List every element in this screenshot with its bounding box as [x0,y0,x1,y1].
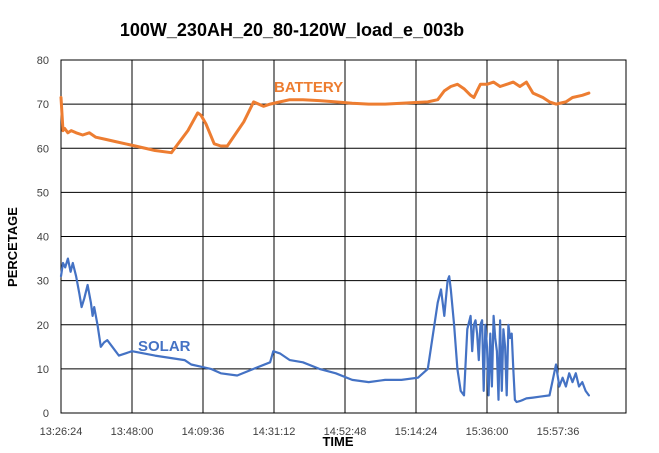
y-tick-label: 40 [37,232,49,244]
series-lines [59,80,591,404]
battery-series-label: BATTERY [274,79,343,96]
x-tick-label: 14:31:12 [253,426,296,438]
solar-series-label: SOLAR [138,338,191,355]
y-tick-labels: 0 10 20 30 40 50 60 70 80 [37,55,49,420]
y-tick-label: 30 [37,276,49,288]
x-tick-label: 15:14:24 [395,426,438,438]
battery-series-line [59,80,591,155]
y-tick-label: 20 [37,320,49,332]
y-tick-label: 60 [37,143,49,155]
y-tick-label: 70 [37,99,49,111]
y-tick-label: 10 [37,364,49,376]
x-tick-label: 15:57:36 [537,426,580,438]
y-tick-label: 0 [43,408,49,420]
x-tick-label: 15:36:00 [466,426,509,438]
chart-title: 100W_230AH_20_80-120W_load_e_003b [120,20,464,40]
y-axis-label: PERCETAGE [5,207,20,287]
solar-series-line [59,257,591,404]
x-tick-label: 14:09:36 [182,426,225,438]
x-tick-label: 14:52:48 [324,426,367,438]
x-tick-label: 13:48:00 [111,426,154,438]
chart-grid [60,59,627,414]
y-tick-label: 80 [37,55,49,67]
x-tick-labels: 13:26:24 13:48:00 14:09:36 14:31:12 14:52:48… [40,426,580,438]
x-tick-label: 13:26:24 [40,426,83,438]
y-tick-label: 50 [37,187,49,199]
x-axis-label: TIME [322,434,353,449]
